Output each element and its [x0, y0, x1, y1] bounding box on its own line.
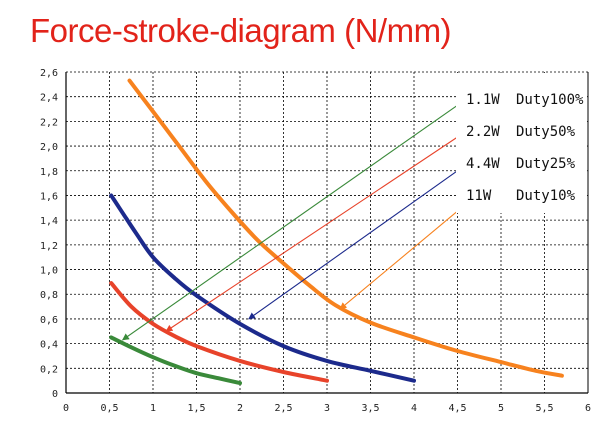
legend-power-label: 11W [466, 188, 492, 204]
x-tick-label: 3 [324, 403, 330, 414]
x-tick-label: 1 [150, 403, 156, 414]
series-line-4_4W [109, 193, 416, 383]
x-tick-label: 5,5 [535, 403, 553, 414]
y-tick-label: 1,2 [40, 241, 58, 252]
legend-arrow [121, 98, 467, 341]
legend-power-label: 4.4W [466, 156, 500, 172]
legend-duty-label: Duty10% [516, 188, 576, 204]
series-line-2_2W [109, 281, 329, 383]
series-line-1_1W [109, 335, 242, 386]
legend-duty-label: Duty50% [516, 124, 576, 140]
axes: 0 0,5 1 1,5 2 2,5 3 3,5 4 4,5 5 5,5 6 0 0,2 0,4 0,6 0,8 1,… [40, 68, 591, 414]
x-tick-label: 2,5 [274, 403, 292, 414]
legend-arrow [248, 164, 467, 320]
x-tick-label: 6 [585, 403, 591, 414]
chart-title: Force-stroke-diagram (N/mm) [30, 12, 452, 49]
y-tick-label: 0,2 [40, 364, 58, 375]
y-tick-label: 1,4 [40, 216, 58, 227]
y-tick-label: 1,0 [40, 266, 58, 277]
x-tick-label: 5 [498, 403, 504, 414]
x-tick-label: 2 [237, 403, 243, 414]
legend-arrow [339, 204, 465, 310]
x-tick-label: 1,5 [187, 403, 205, 414]
x-tick-label: 3,5 [361, 403, 379, 414]
legend-arrow [165, 130, 467, 332]
y-tick-label: 0,4 [40, 340, 58, 351]
y-tick-label: 2,0 [40, 142, 58, 153]
legend-box [456, 73, 587, 213]
legend-duty-label: Duty25% [516, 156, 576, 172]
x-tick-label: 0 [63, 403, 69, 414]
y-tick-label: 2,2 [40, 117, 58, 128]
series-line-11W [127, 78, 564, 378]
y-tick-label: 0 [52, 389, 58, 400]
x-tick-label: 0,5 [100, 403, 118, 414]
legend: 1.1W Duty100% 2.2W Duty50% 4.4W Duty25% 11W Dut… [456, 73, 587, 213]
y-tick-label: 2,4 [40, 93, 58, 104]
y-tick-label: 1,8 [40, 167, 58, 178]
legend-power-label: 1.1W [466, 92, 500, 108]
y-tick-label: 0,8 [40, 290, 58, 301]
series-lines [109, 78, 564, 386]
x-tick-label: 4 [411, 403, 417, 414]
x-tick-label: 4,5 [448, 403, 466, 414]
legend-arrows [121, 98, 467, 341]
y-tick-label: 1,6 [40, 191, 58, 202]
y-tick-label: 0,6 [40, 315, 58, 326]
legend-duty-label: Duty100% [516, 92, 584, 108]
legend-power-label: 2.2W [466, 124, 500, 140]
y-tick-label: 2,6 [40, 68, 58, 79]
